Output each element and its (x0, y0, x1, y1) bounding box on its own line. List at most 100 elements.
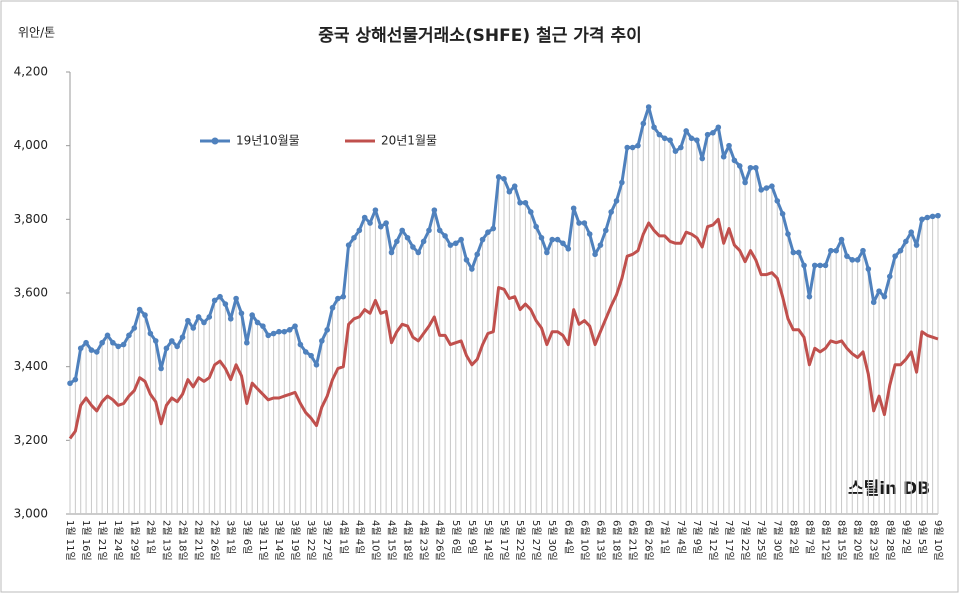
point (608, 209, 614, 215)
point (501, 176, 507, 182)
point (270, 330, 277, 337)
point (801, 262, 807, 269)
point (329, 304, 336, 311)
point (763, 185, 770, 191)
point (533, 223, 539, 230)
y-tick-label: 3,800 (14, 212, 48, 226)
point (822, 262, 829, 269)
x-tick-label: 7월 25일 (755, 520, 767, 561)
point (935, 212, 941, 219)
point (886, 273, 893, 280)
point (201, 319, 207, 326)
point (383, 220, 389, 226)
x-tick-label: 3월 27일 (321, 520, 333, 561)
point (699, 155, 706, 162)
x-tick-label: 8월 23일 (868, 520, 880, 561)
point (174, 343, 180, 350)
x-tick-label: 8월 28일 (884, 520, 896, 561)
point (640, 120, 647, 127)
point (661, 135, 668, 142)
x-tick-label: 6월 26일 (643, 520, 655, 561)
point (908, 229, 915, 236)
point (929, 213, 936, 220)
x-tick-label: 4월 4일 (353, 520, 365, 554)
point (136, 306, 143, 313)
point (110, 339, 116, 346)
point (190, 325, 197, 331)
point (742, 179, 748, 186)
point (302, 349, 309, 355)
x-tick-label: 6월 4일 (562, 520, 574, 554)
point (179, 334, 186, 341)
point (876, 288, 882, 294)
point (399, 227, 405, 234)
point (265, 332, 272, 339)
point (211, 297, 218, 304)
x-tick-label: 7월 30일 (771, 520, 783, 561)
series-line (68, 217, 939, 440)
chart-title: 중국 상해선물거래소(SHFE) 철근 가격 추이 (318, 26, 642, 46)
point (704, 131, 711, 138)
x-tick-label: 5월 27일 (530, 520, 542, 561)
point (854, 257, 861, 263)
x-tick-label: 8월 12일 (819, 520, 831, 561)
point (169, 338, 175, 344)
point (377, 223, 384, 230)
point (260, 323, 266, 329)
point (645, 104, 652, 110)
x-tick-label: 5월 9일 (466, 520, 478, 554)
x-tick-label: 2월 18일 (177, 520, 189, 561)
point (458, 236, 464, 243)
x-tick-label: 1월 21일 (96, 520, 108, 561)
point (565, 246, 572, 252)
point (131, 325, 138, 331)
x-tick-label: 4월 10일 (369, 520, 381, 561)
point (619, 179, 625, 186)
point (426, 227, 432, 234)
point (720, 153, 727, 160)
point (490, 225, 497, 232)
x-tick-label: 4월 26일 (434, 520, 446, 561)
point (233, 295, 239, 302)
point (485, 229, 491, 236)
watermark: 스틸in DB (848, 478, 930, 499)
x-tick-label: 1월 24일 (112, 520, 124, 561)
point (683, 128, 689, 134)
point (249, 312, 255, 318)
point (897, 247, 904, 254)
point (195, 314, 202, 320)
point (913, 242, 920, 248)
point (415, 249, 422, 256)
point (635, 142, 641, 149)
point (517, 199, 523, 206)
x-tick-label: 9월 10일 (932, 520, 944, 561)
point (726, 142, 732, 149)
point (469, 266, 475, 272)
point (828, 247, 834, 254)
point (903, 238, 909, 245)
point (420, 238, 427, 245)
point (356, 227, 363, 234)
point (410, 244, 416, 250)
x-tick-label: 5월 14일 (482, 520, 494, 561)
point (613, 198, 620, 204)
point (549, 236, 556, 243)
point (656, 131, 663, 138)
x-tick-label: 4월 15일 (385, 520, 397, 561)
x-tick-label: 4월 23일 (418, 520, 430, 561)
point (452, 240, 459, 247)
x-tick-label: 6월 18일 (611, 520, 623, 561)
point (833, 247, 839, 254)
x-tick-label: 6월 10일 (578, 520, 590, 561)
point (758, 187, 764, 193)
x-tick-label: 3월 1일 (225, 520, 237, 554)
point (436, 227, 443, 234)
point (881, 293, 888, 300)
x-tick-label: 3월 22일 (305, 520, 317, 561)
point (313, 362, 320, 368)
point (688, 135, 695, 142)
x-tick-label: 3월 19일 (289, 520, 301, 561)
point (152, 338, 159, 344)
x-tick-label: 6월 21일 (627, 520, 639, 561)
point (774, 198, 781, 204)
